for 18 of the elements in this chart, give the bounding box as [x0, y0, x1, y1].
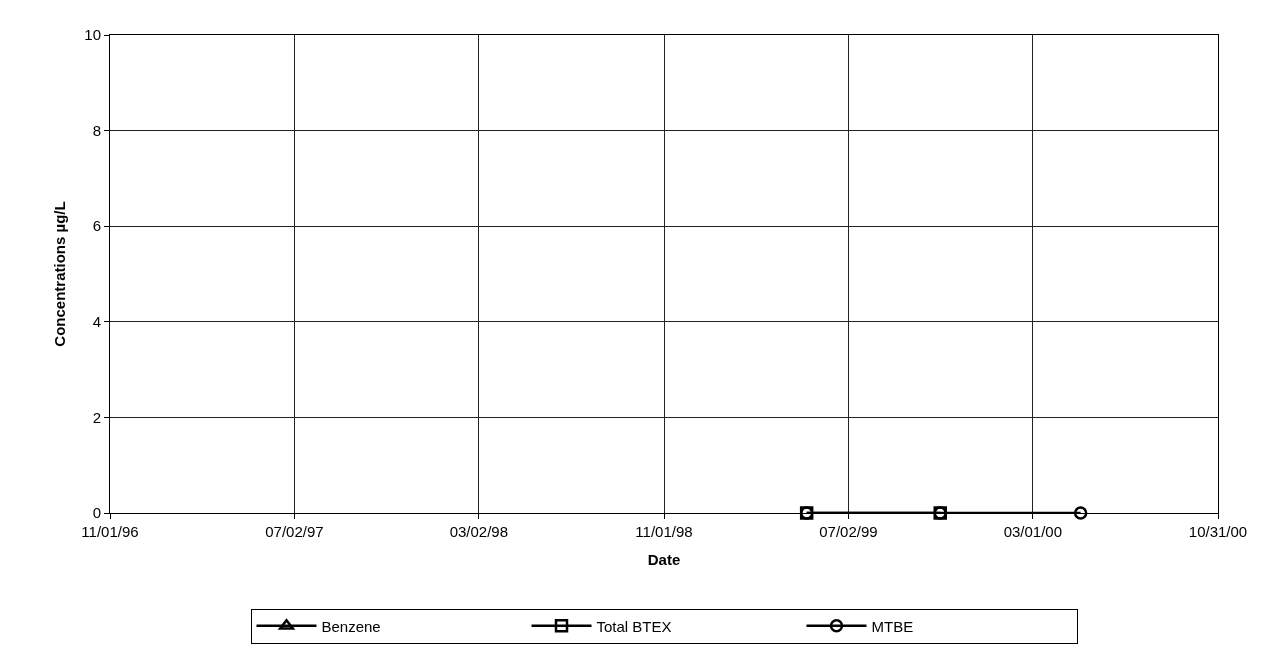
x-tick-label: 11/01/96 [81, 523, 139, 540]
x-tick-label: 07/02/97 [265, 523, 324, 540]
y-tick-label: 6 [92, 217, 101, 235]
y-tick-label: 0 [92, 504, 101, 522]
x-axis-title: Date [647, 551, 681, 568]
y-tick-label: 4 [92, 313, 101, 331]
x-tick-label: 07/02/99 [819, 523, 878, 540]
x-tick-label: 11/01/98 [635, 523, 693, 540]
y-tick-label: 2 [92, 408, 101, 426]
legend-label: Total BTEX [596, 617, 672, 635]
legend-label: Benzene [321, 617, 381, 635]
x-tick-label: 10/31/00 [1188, 523, 1248, 540]
x-tick-label: 03/01/00 [1003, 523, 1063, 540]
y-tick-label: 8 [92, 121, 101, 139]
y-tick-label: 10 [84, 26, 101, 44]
y-axis-title: Concentrations µg/L [50, 201, 68, 347]
legend-label: MTBE [871, 617, 914, 635]
x-tick-label: 03/02/98 [449, 523, 509, 540]
